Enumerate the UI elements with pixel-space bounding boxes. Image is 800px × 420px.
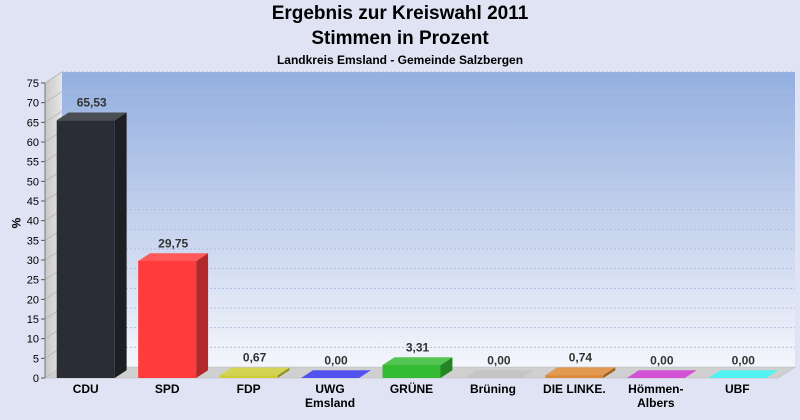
x-tick-label: Hömmen- (628, 382, 683, 396)
y-tick-label: 20 (27, 294, 39, 306)
bar (708, 370, 779, 378)
x-tick-label: Brüning (470, 382, 516, 396)
bar-side (196, 253, 209, 378)
y-tick-label: 10 (27, 334, 39, 346)
data-label: 0,00 (650, 353, 674, 367)
y-tick-label: 30 (27, 255, 39, 267)
y-tick-label: 5 (33, 353, 39, 365)
data-label: 0,74 (569, 350, 593, 364)
gridline-side (44, 71, 63, 84)
data-label: 0,00 (732, 353, 756, 367)
x-tick-label: GRÜNE (390, 381, 433, 396)
bar-top (138, 253, 209, 261)
x-tick-label: Emsland (305, 396, 355, 410)
gridline-side (44, 110, 63, 123)
bar-side (440, 357, 453, 378)
y-tick-label: 60 (27, 137, 39, 149)
x-tick-label: DIE LINKE. (543, 382, 606, 396)
y-tick-label: 70 (27, 98, 39, 110)
y-tick-label: 75 (27, 78, 39, 90)
bar-front (138, 260, 197, 378)
x-tick-label: CDU (73, 382, 99, 396)
x-tick-label: UBF (725, 382, 750, 396)
bar-side (114, 112, 127, 378)
x-tick-label: UWG (315, 382, 344, 396)
y-tick-label: 45 (27, 196, 39, 208)
bar-side (603, 367, 616, 378)
bar-front (56, 120, 115, 379)
data-label: 3,31 (406, 340, 430, 354)
chart-title: Ergebnis zur Kreiswahl 2011 (271, 3, 529, 24)
chart-subtitle: Stimmen in Prozent (311, 28, 489, 49)
bar (626, 370, 697, 378)
x-tick-label: FDP (237, 382, 261, 396)
bar-top (463, 370, 534, 378)
bar (463, 370, 534, 378)
bar (301, 370, 371, 378)
bar (382, 357, 453, 378)
y-tick-label: 50 (27, 176, 39, 188)
chart-region: Landkreis Emsland - Gemeinde Salzbergen (276, 53, 524, 67)
bar (56, 112, 127, 379)
data-label: 0,00 (324, 353, 348, 367)
x-tick-label: SPD (155, 382, 180, 396)
bar (219, 367, 290, 378)
y-tick-label: 40 (27, 216, 39, 228)
y-tick-label: 25 (27, 275, 39, 287)
y-tick-label: 55 (27, 157, 39, 169)
y-tick-label: 15 (27, 314, 39, 326)
data-label: 0,67 (243, 351, 267, 365)
data-label: 65,53 (77, 96, 107, 110)
bar-top (56, 112, 127, 121)
bar-top (545, 367, 616, 376)
bar-top (382, 357, 453, 365)
bar-side (277, 367, 290, 378)
bar-front (382, 364, 441, 378)
x-tick-label: Albers (637, 396, 675, 410)
data-label: 29,75 (158, 236, 188, 250)
data-label: 0,00 (487, 353, 511, 367)
bar-front (219, 375, 278, 378)
gridline-side (44, 91, 63, 104)
bar-front (545, 375, 604, 378)
bar-top (219, 367, 290, 376)
bar-top (708, 370, 779, 378)
bar (545, 367, 616, 378)
y-tick-label: 35 (27, 235, 39, 247)
bar-top (626, 370, 697, 378)
y-tick-label: 0 (33, 373, 39, 385)
bar-top (301, 370, 371, 378)
y-tick-label: 65 (27, 117, 39, 129)
bar (138, 253, 209, 378)
